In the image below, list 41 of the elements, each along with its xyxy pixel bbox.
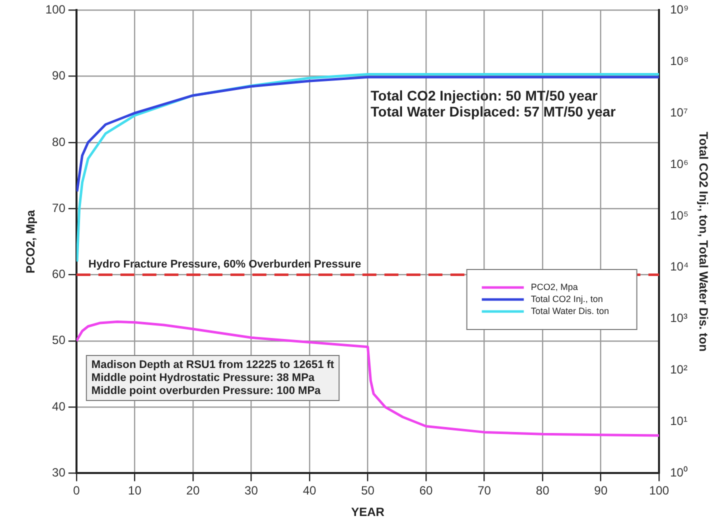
x-tick-label: 90 — [594, 484, 608, 498]
legend-label: Total Water Dis. ton — [530, 306, 610, 316]
y-tick-label: 60 — [52, 267, 66, 282]
y2-tick-label: 10⁶ — [670, 156, 688, 171]
y-tick-label: 70 — [52, 200, 66, 215]
y2-tick-label: 10⁷ — [670, 105, 688, 120]
annotation: Middle point Hydrostatic Pressure: 38 MPa — [91, 372, 316, 384]
x-tick-label: 60 — [419, 484, 434, 498]
y-tick-label: 30 — [52, 466, 66, 480]
annotation: Middle point overburden Pressure: 100 MPa — [91, 384, 322, 397]
ref-line-label: Hydro Fracture Pressure, 60% Overburden Pressure — [88, 258, 362, 270]
x-tick-label: 40 — [302, 484, 316, 498]
y-tick-label: 40 — [52, 399, 66, 414]
x-tick-label: 10 — [128, 484, 142, 498]
y-tick-label: 80 — [52, 134, 66, 149]
y2-tick-label: 10⁵ — [670, 208, 688, 222]
y2-tick-label: 10³ — [670, 311, 688, 326]
annotation: Total CO2 Injection: 50 MT/50 year — [370, 87, 598, 104]
y-tick-label: 100 — [45, 2, 66, 17]
y2-tick-label: 10⁰ — [670, 466, 688, 480]
y2-tick-label: 10¹ — [670, 414, 688, 428]
x-axis-title: YEAR — [351, 505, 385, 520]
x-tick-label: 100 — [649, 484, 670, 498]
y2-tick-label: 10⁸ — [670, 54, 689, 68]
x-tick-label: 70 — [478, 484, 492, 498]
x-tick-label: 20 — [186, 484, 200, 498]
y2-tick-label: 10² — [670, 362, 688, 377]
y2-axis-title: Total CO2 Inj., ton, Total Water Dis. ton — [696, 132, 710, 352]
legend-label: PCO2, Mpa — [530, 282, 578, 292]
x-tick-label: 80 — [536, 484, 550, 498]
annotation: Madison Depth at RSU1 from 12225 to 12651 ft — [91, 358, 334, 371]
legend-label: Total CO2 Inj., ton — [530, 294, 603, 304]
x-tick-label: 50 — [361, 484, 375, 498]
y2-tick-label: 10⁹ — [670, 2, 689, 17]
x-tick-label: 0 — [73, 484, 80, 498]
y2-tick-label: 10⁴ — [670, 260, 689, 274]
y-tick-label: 90 — [52, 68, 66, 83]
y-tick-label: 50 — [52, 333, 66, 348]
annotation: Total Water Displaced: 57 MT/50 year — [370, 103, 616, 120]
x-tick-label: 30 — [244, 484, 258, 498]
y-axis-title: PCO2, Mpa — [24, 210, 38, 274]
